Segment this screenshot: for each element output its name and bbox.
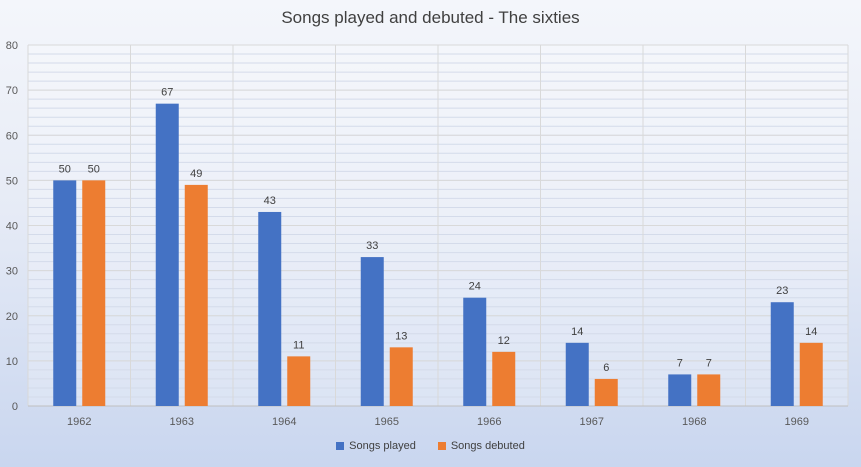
y-tick-label: 30	[6, 266, 18, 278]
bar-layer	[53, 103, 823, 406]
data-label-songs-played: 24	[469, 281, 481, 293]
bar-songs-debuted	[287, 356, 311, 406]
x-tick-label: 1969	[785, 416, 809, 428]
x-tick-label: 1963	[170, 416, 194, 428]
bar-songs-played	[463, 297, 487, 406]
bar-songs-debuted	[184, 184, 208, 406]
x-tick-label: 1962	[67, 416, 91, 428]
x-tick-label: 1964	[272, 416, 296, 428]
bar-songs-debuted	[492, 351, 516, 406]
bar-songs-played	[770, 302, 794, 406]
data-label-songs-played: 14	[571, 326, 583, 338]
data-label-songs-played: 43	[264, 195, 276, 207]
legend-label-songs-debuted: Songs debuted	[450, 440, 525, 452]
data-label-songs-played: 33	[366, 240, 378, 252]
x-tick-label: 1967	[580, 416, 604, 428]
y-tick-label: 0	[12, 401, 18, 413]
chart-title: Songs played and debuted - The sixties	[281, 8, 580, 27]
data-label-songs-debuted: 6	[603, 362, 609, 374]
x-tick-label: 1965	[375, 416, 399, 428]
data-label-songs-played: 23	[776, 285, 788, 297]
legend: Songs played Songs debuted	[0, 440, 861, 452]
legend-swatch-songs-debuted	[437, 442, 446, 450]
data-label-songs-debuted: 14	[805, 326, 817, 338]
legend-item-songs-played: Songs played	[336, 440, 416, 452]
y-tick-label: 80	[6, 40, 18, 52]
x-tick-label: 1966	[477, 416, 501, 428]
x-tick-label: 1968	[682, 416, 706, 428]
data-label-songs-debuted: 49	[190, 168, 202, 180]
bar-songs-debuted	[799, 342, 823, 406]
legend-label-songs-played: Songs played	[349, 440, 416, 452]
bar-songs-played	[53, 180, 77, 406]
data-label-songs-debuted: 11	[293, 339, 304, 351]
y-tick-label: 60	[6, 130, 18, 142]
bar-songs-debuted	[82, 180, 106, 406]
data-label-songs-played: 7	[677, 357, 683, 369]
bar-songs-debuted	[389, 347, 413, 406]
y-tick-label: 40	[6, 221, 18, 233]
bar-songs-debuted	[697, 374, 721, 406]
data-label-songs-debuted: 7	[706, 357, 712, 369]
bar-songs-played	[668, 374, 692, 406]
y-tick-label: 10	[6, 356, 18, 368]
y-tick-label: 50	[6, 175, 18, 187]
y-tick-label: 70	[6, 85, 18, 97]
bar-songs-debuted	[594, 378, 618, 406]
bar-songs-played	[258, 211, 282, 406]
y-tick-label: 20	[6, 311, 18, 323]
bar-songs-played	[565, 342, 589, 406]
data-label-songs-played: 50	[59, 163, 71, 175]
bar-songs-played	[155, 103, 179, 406]
legend-swatch-songs-played	[336, 442, 345, 450]
legend-item-songs-debuted: Songs debuted	[437, 440, 525, 452]
data-label-songs-debuted: 13	[395, 330, 407, 342]
data-label-songs-debuted: 50	[88, 163, 100, 175]
bar-songs-played	[360, 257, 384, 406]
data-label-songs-played: 67	[161, 87, 173, 99]
data-label-songs-debuted: 12	[498, 335, 510, 347]
grid-layer	[27, 44, 849, 407]
